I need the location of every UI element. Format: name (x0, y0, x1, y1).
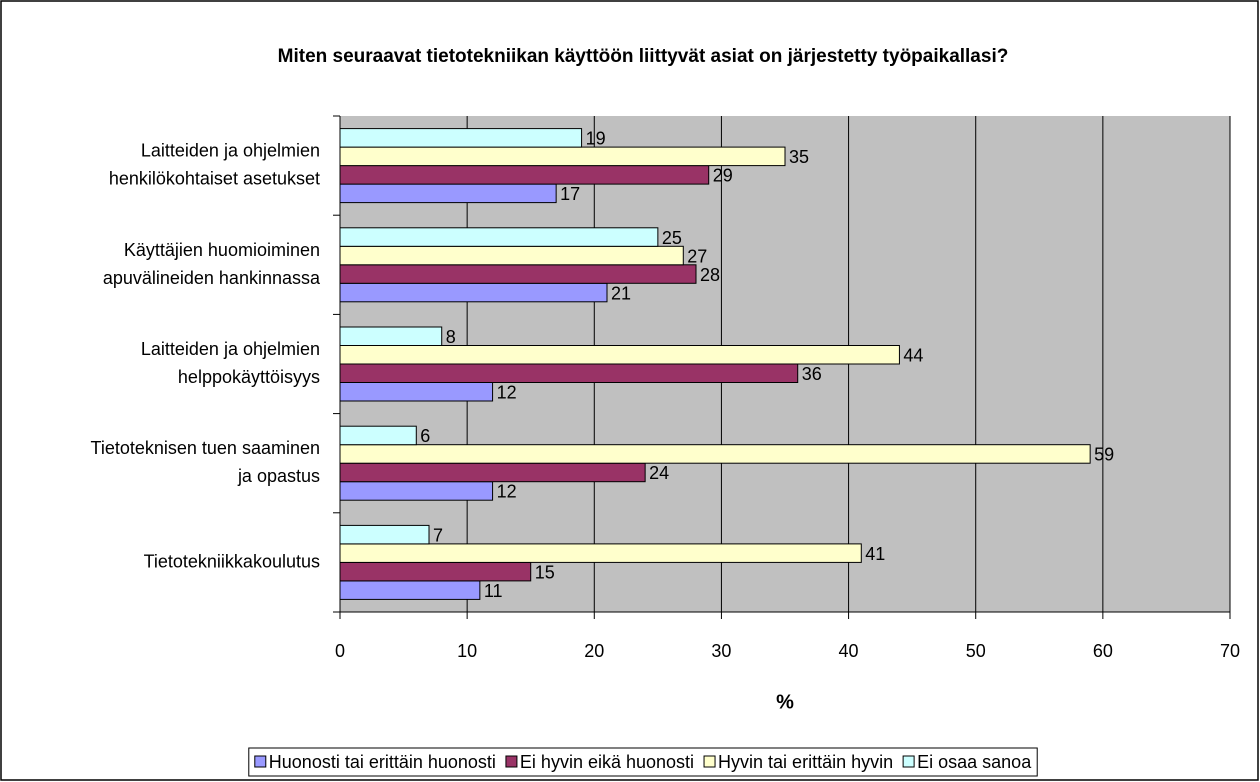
data-label: 11 (484, 581, 503, 601)
bar (339, 326, 443, 346)
y-tick-label-line: Tietoteknisen tuen saaminen (91, 438, 320, 458)
y-tick-label: Tietotekniikkakoulutus (144, 551, 320, 571)
legend-label: Ei hyvin eikä huonosti (520, 752, 694, 772)
legend-label: Hyvin tai erittäin hyvin (718, 752, 893, 772)
legend-swatch (505, 755, 518, 768)
x-tick-label: 20 (584, 641, 604, 661)
data-label: 59 (1094, 445, 1114, 465)
bar (339, 128, 583, 148)
bar (339, 363, 799, 383)
data-label: 25 (662, 228, 682, 248)
bar (339, 165, 710, 185)
data-label: 24 (649, 463, 669, 483)
x-tick-label: 50 (966, 641, 986, 661)
data-label: 12 (497, 383, 517, 403)
bar (339, 282, 608, 303)
data-label: 35 (789, 147, 809, 167)
y-tick-label: Tietoteknisen tuen saaminen ja opastus (91, 438, 320, 486)
x-axis-label: % (776, 691, 794, 713)
data-label: 19 (586, 129, 606, 149)
x-tick-label: 40 (839, 641, 859, 661)
data-label: 6 (420, 426, 430, 446)
legend: Huonosti tai erittäin huonosti Ei hyvin e… (248, 747, 1038, 777)
bar (339, 382, 494, 402)
y-tick-label-line: Laitteiden ja ohjelmien (141, 339, 320, 359)
y-tick-label-line: ja opastus (237, 466, 320, 486)
x-tick-label: 60 (1093, 641, 1113, 661)
chart-title: Miten seuraavat tietotekniikan käyttöön … (278, 46, 1009, 67)
data-label: 15 (535, 562, 555, 582)
bar (339, 580, 481, 600)
bar (339, 444, 1091, 464)
bar (339, 524, 430, 545)
y-tick-label-line: henkilökohtaiset asetukset (109, 168, 320, 188)
data-label: 8 (446, 327, 456, 347)
data-label: 12 (497, 482, 517, 502)
legend-label: Huonosti tai erittäin huonosti (269, 752, 496, 772)
bar (339, 146, 786, 167)
y-tick-label-line: Laitteiden ja ohjelmien (141, 140, 320, 160)
y-tick-label: Laitteiden ja ohjelmien henkilökohtaiset … (109, 140, 320, 188)
x-tick-label: 30 (711, 641, 731, 661)
data-label: 7 (433, 525, 443, 545)
bar (339, 481, 494, 501)
bar (339, 561, 532, 582)
x-tick-label: 0 (335, 641, 345, 661)
data-label: 36 (802, 364, 822, 384)
legend-swatch (902, 755, 915, 768)
bar (339, 425, 417, 446)
data-label: 28 (700, 265, 720, 285)
bar (339, 345, 900, 365)
x-tick-label: 10 (457, 641, 477, 661)
data-label: 21 (611, 283, 631, 303)
data-label: 29 (713, 166, 733, 186)
y-tick-label-line: Tietotekniikkakoulutus (144, 551, 320, 571)
y-tick-label-line: Käyttäjien huomioiminen (124, 240, 320, 260)
legend-swatch (254, 755, 267, 768)
legend-swatch (703, 755, 716, 768)
y-tick-label: Laitteiden ja ohjelmien helppokäyttöisyys (141, 339, 320, 387)
y-tick-label-line: helppokäyttöisyys (178, 367, 320, 387)
bar (339, 264, 697, 284)
bar (339, 245, 684, 266)
bar (339, 462, 646, 483)
data-label: 27 (687, 246, 707, 266)
data-label: 44 (903, 346, 923, 366)
legend-label: Ei osaa sanoa (917, 752, 1032, 772)
data-label: 17 (560, 184, 580, 204)
bar (339, 227, 659, 247)
y-tick-label: Käyttäjien huomioiminen apuvälineiden han… (103, 240, 321, 288)
x-tick-label: 70 (1220, 641, 1240, 661)
y-tick-label-line: apuvälineiden hankinnassa (103, 268, 321, 288)
data-label: 41 (865, 544, 885, 564)
bar (339, 543, 862, 563)
bar (339, 183, 557, 204)
